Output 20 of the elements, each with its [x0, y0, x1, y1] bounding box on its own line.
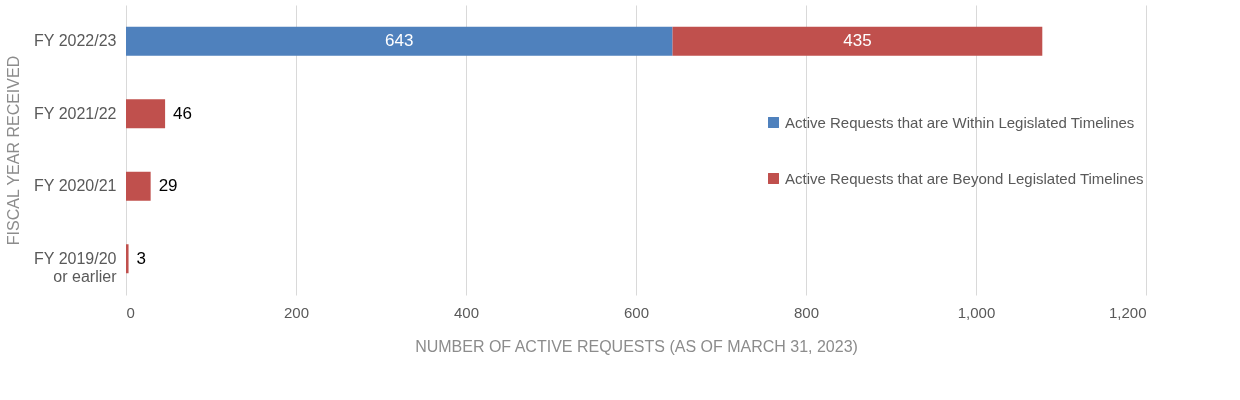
- y-tick-label: FY 2020/21: [34, 177, 117, 195]
- y-axis-title: FISCAL YEAR RECEIVED: [4, 55, 22, 246]
- x-tick-label: 800: [793, 303, 820, 321]
- x-tick-label: 400: [453, 303, 480, 321]
- x-axis-title: NUMBER OF ACTIVE REQUESTS (AS OF MARCH 31, 2023): [415, 337, 858, 355]
- legend-label: Active Requests that are Beyond Legislated Timelines: [785, 169, 1144, 187]
- data-label: 3: [136, 248, 147, 268]
- data-label: 29: [158, 176, 178, 196]
- x-tick-label: 1,200: [1108, 303, 1147, 321]
- y-tick-label: FY 2019/20 or earlier: [34, 249, 118, 285]
- x-tick-label: 1,000: [957, 303, 996, 321]
- y-tick-label: FY 2021/22: [34, 104, 117, 122]
- data-label: 435: [843, 31, 872, 51]
- data-label: 643: [385, 31, 414, 51]
- x-tick-label: 200: [283, 303, 310, 321]
- x-tick-label: 600: [623, 303, 650, 321]
- y-tick-label: FY 2022/23: [34, 32, 117, 50]
- x-tick-label: 0: [126, 303, 135, 321]
- legend-label: Active Requests that are Within Legislated Timelines: [785, 113, 1135, 131]
- data-label: 46: [173, 103, 193, 123]
